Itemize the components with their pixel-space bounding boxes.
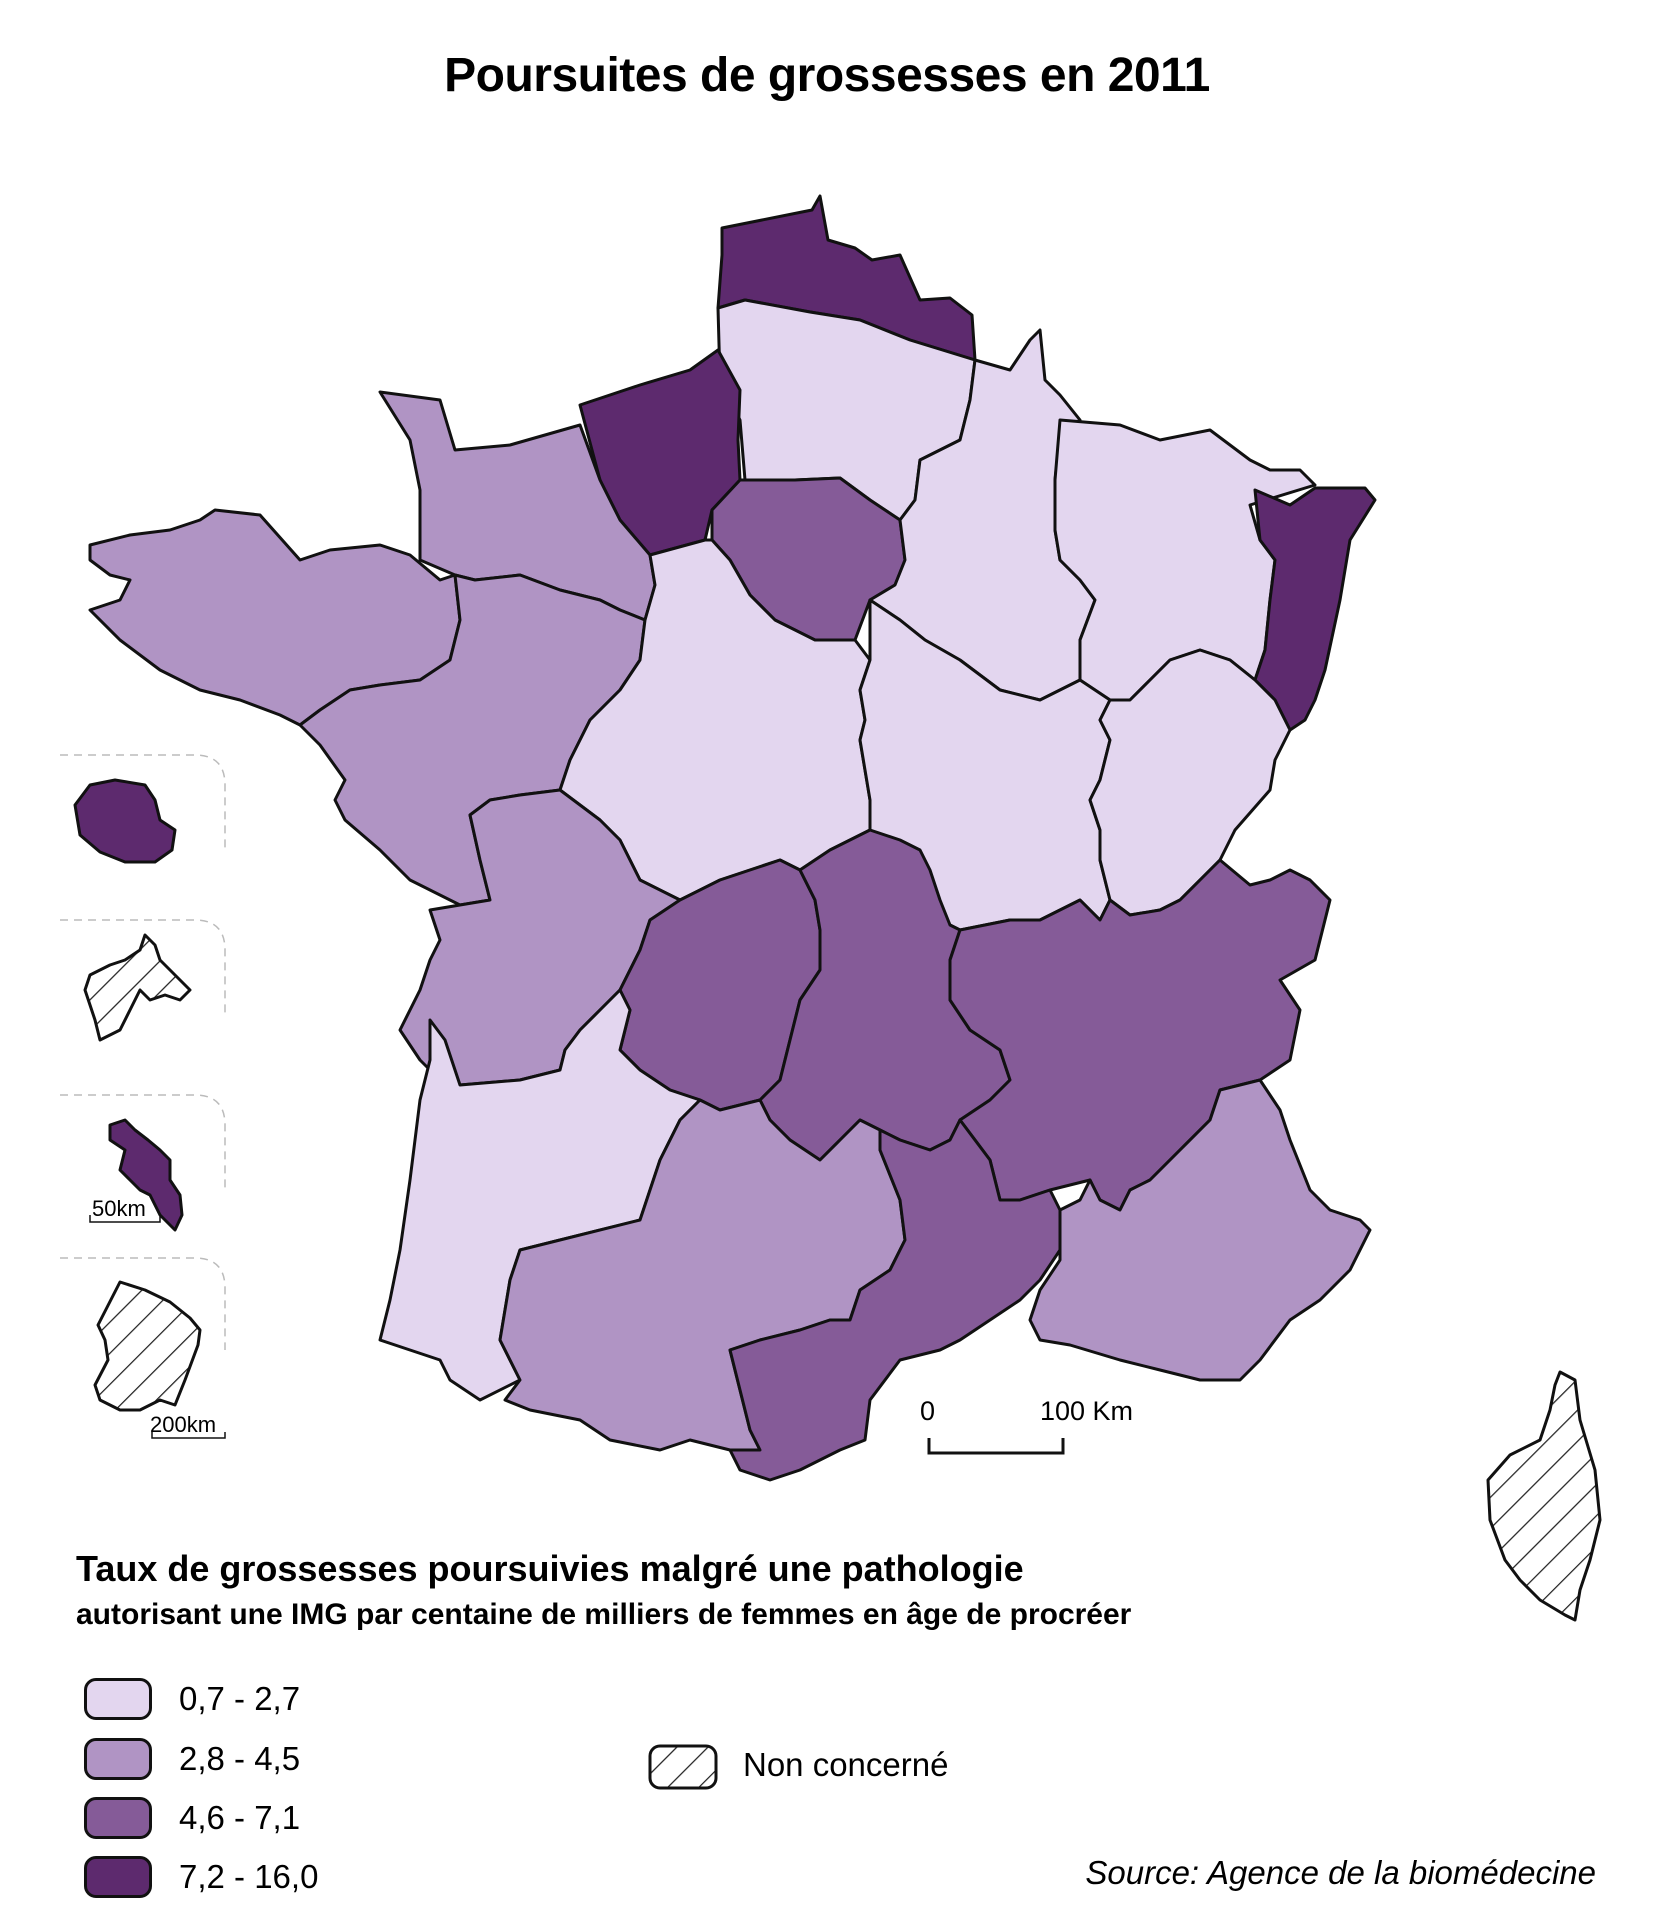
inset-scale-large-label: 200km (150, 1412, 217, 1437)
inset-scale-large-bar (151, 1432, 226, 1439)
region-languedoc-roussillon (728, 1118, 1062, 1482)
region-paca (1028, 1078, 1372, 1382)
scale-max-label: 100 Km (1040, 1396, 1134, 1426)
region-alsace (1253, 486, 1377, 732)
legend-swatch-2 (84, 1738, 152, 1780)
legend-label-3: 4,6 - 7,1 (179, 1799, 301, 1836)
legend-swatch-3 (84, 1797, 152, 1839)
legend-title: Taux de grossesses poursuivies malgré un… (76, 1548, 1024, 1589)
legend-label-2: 2,8 - 4,5 (179, 1740, 301, 1777)
region-rhone-alpes (948, 858, 1332, 1212)
scale-bar (927, 1438, 1065, 1455)
hatch-pattern-icon (648, 1744, 718, 1790)
source-note: Source: Agence de la biomédecine (1085, 1854, 1596, 1891)
inset-scale-small-label: 50km (92, 1196, 146, 1221)
inset-reunion (73, 778, 177, 864)
map-title: Poursuites de grossesses en 2011 (444, 49, 1210, 102)
inset-scale-small-bar (89, 1215, 161, 1223)
legend-swatch-4 (84, 1856, 152, 1898)
inset-martinique (108, 1118, 184, 1232)
region-corse (1486, 1370, 1602, 1622)
inset-guyane (93, 1280, 202, 1412)
legend-not-concerned-label: Non concerné (743, 1746, 949, 1783)
legend-swatch-1 (84, 1678, 152, 1720)
legend-label-4: 7,2 - 16,0 (179, 1858, 319, 1895)
legend-subtitle: autorisant une IMG par centaine de milli… (76, 1598, 1132, 1631)
inset-guadeloupe (83, 933, 192, 1042)
scale-zero-label: 0 (920, 1396, 936, 1426)
legend-label-1: 0,7 - 2,7 (179, 1680, 301, 1717)
